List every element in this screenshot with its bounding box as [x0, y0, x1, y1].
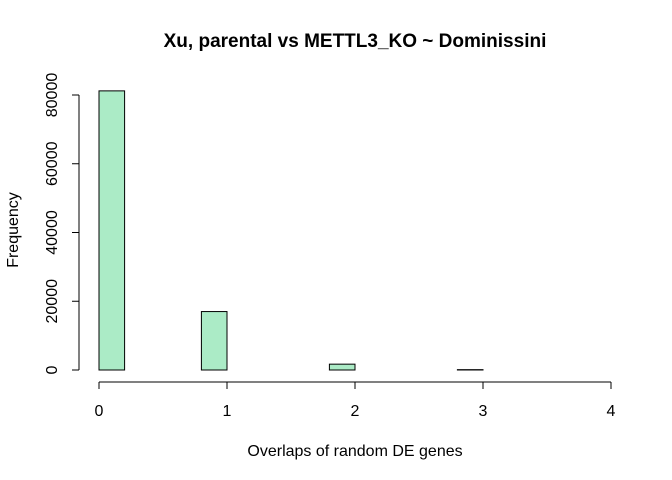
- x-tick-label: 0: [95, 403, 104, 420]
- x-tick-label: 1: [223, 403, 232, 420]
- y-tick-label: 40000: [44, 210, 61, 255]
- chart-title: Xu, parental vs METTL3_KO ~ Dominissini: [164, 31, 547, 52]
- histogram-bar: [328, 363, 356, 371]
- bars-group: [98, 90, 484, 371]
- histogram-bar: [200, 311, 228, 371]
- y-axis-label: Frequency: [5, 192, 22, 268]
- x-axis: 0 1 2 3 4: [95, 381, 616, 420]
- y-tick-label: 0: [44, 365, 61, 374]
- histogram-bar: [98, 90, 126, 371]
- x-tick-label: 3: [479, 403, 488, 420]
- y-axis: 0 20000 40000 60000 80000: [44, 73, 80, 374]
- y-tick-label: 60000: [44, 141, 61, 186]
- y-tick-label: 80000: [44, 73, 61, 118]
- x-axis-label: Overlaps of random DE genes: [247, 443, 462, 460]
- x-tick-label: 4: [607, 403, 616, 420]
- y-tick-label: 20000: [44, 279, 61, 324]
- x-tick-label: 2: [351, 403, 360, 420]
